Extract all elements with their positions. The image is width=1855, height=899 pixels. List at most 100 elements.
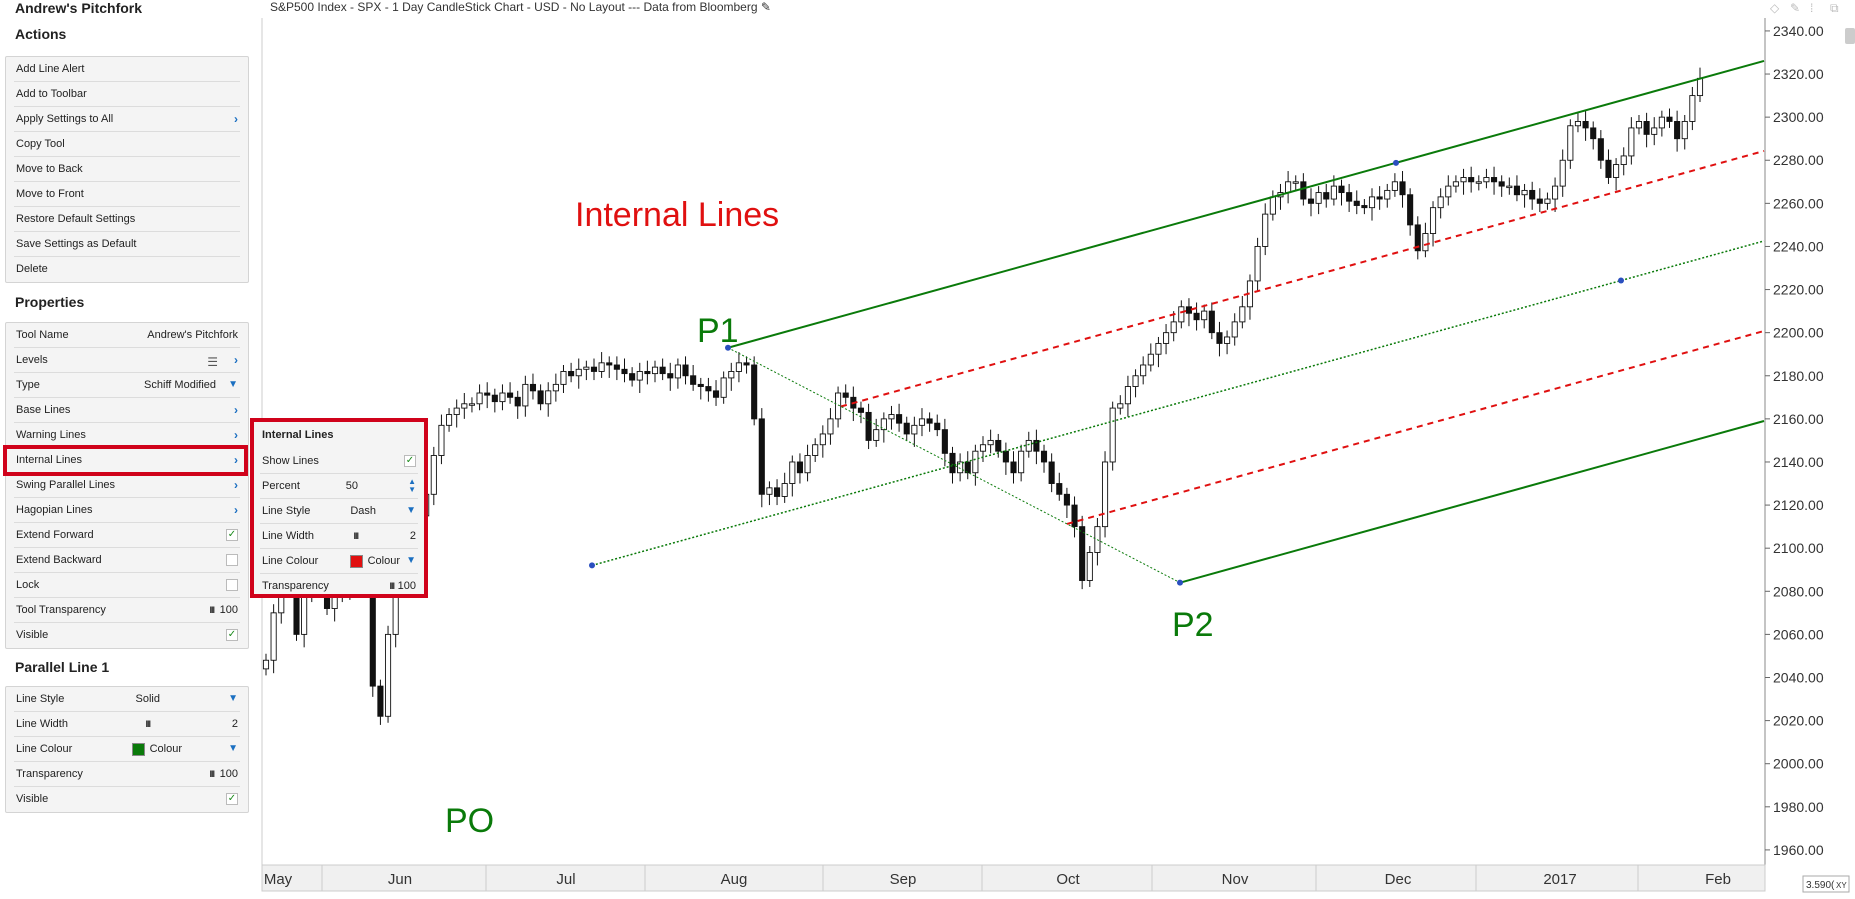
candle-body[interactable] — [1292, 181, 1299, 184]
candle-body[interactable] — [659, 366, 666, 375]
candle-body[interactable] — [606, 362, 613, 366]
candle-body[interactable] — [1391, 181, 1398, 191]
candle-body[interactable] — [1201, 310, 1208, 321]
candle-body[interactable] — [720, 377, 727, 398]
candle-body[interactable] — [552, 383, 559, 392]
candle-body[interactable] — [453, 407, 460, 416]
candle-body[interactable] — [1635, 121, 1643, 129]
candle-body[interactable] — [979, 444, 987, 452]
candle-body[interactable] — [796, 461, 803, 474]
candle-body[interactable] — [758, 418, 765, 495]
candle-body[interactable] — [1079, 526, 1086, 581]
lock-checkbox[interactable] — [226, 579, 238, 591]
candle-body[interactable] — [560, 371, 567, 385]
pl-line-style-row[interactable]: Line Style Solid ▼ — [14, 687, 240, 712]
popup-line-style-row[interactable]: Line Style Dash ▼ — [260, 499, 418, 524]
candle-body[interactable] — [957, 461, 964, 474]
candle-body[interactable] — [1285, 181, 1292, 194]
candle-body[interactable] — [842, 392, 849, 398]
candle-body[interactable] — [819, 433, 826, 446]
candle-body[interactable] — [522, 383, 529, 407]
candle-body[interactable] — [1040, 450, 1048, 463]
lower-parallel-line[interactable] — [1179, 420, 1765, 584]
show-lines-row[interactable]: Show Lines ✓ — [260, 449, 418, 474]
candle-body[interactable] — [1117, 403, 1124, 409]
candle-body[interactable] — [1101, 461, 1109, 528]
candle-body[interactable] — [1025, 439, 1032, 452]
candle-body[interactable] — [1498, 181, 1505, 187]
swing-parallel-lines-row[interactable]: Swing Parallel Lines › — [14, 473, 240, 498]
candle-body[interactable] — [1422, 233, 1429, 252]
candle-body[interactable] — [926, 418, 933, 424]
candle-body[interactable] — [1239, 306, 1246, 323]
candle-body[interactable] — [537, 390, 544, 405]
candle-body[interactable] — [1597, 138, 1604, 161]
action-item[interactable]: Move to Back — [14, 157, 240, 182]
percent-row[interactable]: Percent 50 ▲ ▼ — [260, 474, 418, 499]
anchor-handle[interactable] — [1618, 277, 1624, 284]
anchor-handle[interactable] — [589, 562, 595, 569]
candle-body[interactable] — [1582, 121, 1589, 129]
candle-body[interactable] — [1475, 181, 1482, 184]
levels-row[interactable]: Levels ☰ › — [14, 348, 240, 373]
candle-body[interactable] — [430, 455, 437, 495]
candle-body[interactable] — [1521, 189, 1528, 196]
candle-body[interactable] — [941, 429, 948, 454]
candle-body[interactable] — [545, 390, 552, 405]
candle-body[interactable] — [1399, 181, 1406, 196]
pl-visible-checkbox[interactable]: ✓ — [226, 793, 238, 805]
candle-body[interactable] — [629, 373, 636, 381]
candle-body[interactable] — [1056, 483, 1063, 495]
candle-body[interactable] — [636, 371, 643, 381]
candle-body[interactable] — [1407, 194, 1414, 226]
edit-pencil-icon[interactable]: ✎ — [760, 0, 771, 14]
candle-body[interactable] — [1147, 353, 1154, 366]
candle-body[interactable] — [262, 659, 270, 670]
candle-body[interactable] — [987, 439, 994, 446]
candle-body[interactable] — [873, 429, 880, 441]
pl-visible-row[interactable]: Visible ✓ — [14, 787, 240, 812]
candle-body[interactable] — [712, 390, 720, 398]
candle-body[interactable] — [896, 414, 903, 424]
candle-body[interactable] — [1552, 185, 1559, 200]
candle-body[interactable] — [690, 375, 697, 385]
extend-forward-row[interactable]: Extend Forward ✓ — [14, 523, 240, 548]
candle-body[interactable] — [1231, 321, 1238, 338]
candle-body[interactable] — [613, 364, 620, 370]
candle-body[interactable] — [1338, 185, 1345, 194]
candle-body[interactable] — [934, 422, 941, 431]
candle-body[interactable] — [1353, 200, 1360, 206]
candle-body[interactable] — [651, 366, 659, 375]
zoom-box[interactable] — [1802, 875, 1850, 893]
candle-body[interactable] — [1529, 189, 1536, 200]
candle-body[interactable] — [446, 414, 453, 426]
candle-body[interactable] — [1483, 177, 1490, 183]
candle-body[interactable] — [1033, 439, 1040, 452]
candle-body[interactable] — [1048, 461, 1055, 484]
upper-parallel-line[interactable] — [727, 59, 1765, 349]
candle-body[interactable] — [1109, 407, 1116, 463]
candle-body[interactable] — [728, 371, 735, 379]
candle-body[interactable] — [1567, 125, 1574, 161]
candle-body[interactable] — [781, 483, 788, 497]
candle-body[interactable] — [468, 403, 475, 406]
extend-backward-checkbox[interactable] — [226, 554, 238, 566]
candlestick-chart[interactable]: 1960.00 1980.00 2000.00 2020.00 2040.00 2060.… — [260, 0, 1855, 899]
candle-body[interactable] — [384, 633, 392, 717]
candle-body[interactable] — [507, 392, 514, 398]
candle-body[interactable] — [667, 373, 674, 379]
candle-body[interactable] — [903, 422, 910, 435]
base-lines-row[interactable]: Base Lines › — [14, 398, 240, 423]
candle-body[interactable] — [1620, 155, 1627, 166]
candle-body[interactable] — [484, 392, 491, 396]
candle-body[interactable] — [1140, 364, 1147, 377]
candle-body[interactable] — [995, 439, 1002, 452]
candle-body[interactable] — [1330, 185, 1337, 200]
candle-body[interactable] — [674, 364, 681, 379]
candle-body[interactable] — [1010, 461, 1017, 474]
candle-body[interactable] — [766, 487, 773, 495]
candle-body[interactable] — [461, 403, 468, 409]
lock-row[interactable]: Lock — [14, 573, 240, 598]
candle-body[interactable] — [1666, 116, 1673, 122]
candle-body[interactable] — [1216, 332, 1223, 344]
